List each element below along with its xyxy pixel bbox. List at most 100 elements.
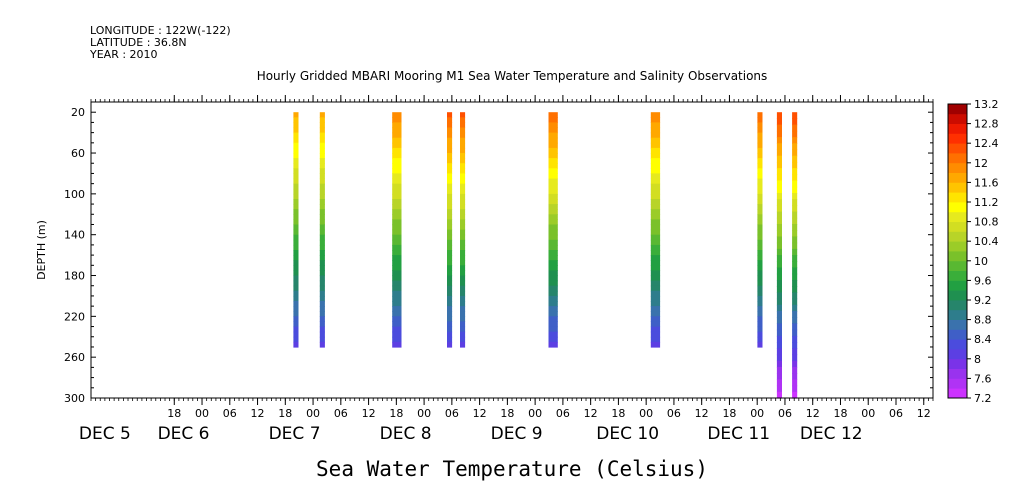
data-cell [447, 224, 453, 231]
data-cell [548, 295, 558, 302]
data-cell [650, 306, 661, 312]
data-cell [548, 311, 558, 317]
data-cell [460, 244, 466, 251]
data-cell [650, 137, 661, 144]
data-cell [757, 168, 763, 174]
data-cell [319, 193, 325, 200]
data-cell [447, 306, 453, 312]
x-tick-label: 00 [528, 407, 542, 420]
data-cell [757, 229, 763, 236]
data-cell [548, 234, 558, 241]
data-cell [792, 342, 798, 349]
x-tick-label: 00 [861, 407, 875, 420]
data-cell [792, 137, 798, 144]
data-cell [548, 214, 558, 220]
x-tick-label: 12 [473, 407, 487, 420]
data-cell [792, 149, 798, 157]
data-cell [650, 214, 661, 220]
data-cell [447, 178, 453, 185]
data-cell [392, 285, 402, 292]
colorbar-swatch [948, 172, 967, 183]
x-tick-label: 06 [667, 407, 681, 420]
data-cell [447, 321, 453, 328]
colorbar-swatch [948, 319, 967, 330]
data-cell [757, 250, 763, 256]
data-cell [319, 153, 325, 159]
data-cell [460, 158, 466, 164]
data-cell [392, 132, 402, 139]
data-cell [548, 255, 558, 261]
data-cell [548, 112, 558, 118]
data-cell [757, 285, 763, 292]
data-cell [460, 255, 466, 261]
x-day-label: DEC 6 [158, 424, 210, 444]
x-tick-label: 00 [195, 407, 209, 420]
data-cell [319, 204, 325, 210]
data-cell [650, 204, 661, 210]
data-cell [757, 331, 763, 338]
colorbar-tick-label: 8.4 [974, 333, 992, 346]
data-cell [650, 142, 661, 149]
data-cell [776, 292, 782, 300]
data-cell [293, 229, 299, 236]
data-cell [319, 229, 325, 236]
colorbar-swatch [948, 231, 967, 242]
data-cell [650, 341, 661, 348]
y-tick-label: 220 [64, 310, 85, 323]
y-tick-label: 140 [64, 229, 85, 242]
data-cell [392, 173, 402, 180]
data-cell [392, 112, 402, 118]
data-cell [293, 183, 299, 190]
data-cell [650, 316, 661, 322]
data-cell [293, 132, 299, 139]
y-tick-label: 100 [64, 188, 85, 201]
data-cell [548, 178, 558, 185]
data-cell [650, 244, 661, 251]
data-cell [293, 301, 299, 307]
colorbar-swatch [948, 143, 967, 154]
data-cell [792, 360, 798, 368]
data-cell [319, 321, 325, 328]
data-cell [319, 301, 325, 307]
data-cell [447, 275, 453, 282]
data-cell [776, 354, 782, 362]
data-cell [757, 311, 763, 317]
data-cell [792, 230, 798, 238]
x-tick-label: 00 [417, 407, 431, 420]
longitude-label: LONGITUDE : 122W(-122) [90, 24, 231, 37]
data-cell [548, 260, 558, 266]
data-cell [776, 118, 782, 126]
data-cell [548, 153, 558, 159]
data-cell [650, 229, 661, 236]
data-cell [548, 239, 558, 246]
data-cell [319, 117, 325, 123]
data-cell [460, 173, 466, 180]
data-cell [757, 255, 763, 261]
data-cell [460, 137, 466, 144]
data-cell [293, 193, 299, 200]
data-cell [460, 153, 466, 159]
data-cell [460, 163, 466, 169]
data-cell [548, 173, 558, 180]
data-cell [548, 326, 558, 333]
data-cell [460, 311, 466, 317]
data-cell [447, 270, 453, 277]
data-cell [548, 158, 558, 164]
data-cell [650, 183, 661, 190]
data-cell [757, 265, 763, 271]
y-tick-label: 60 [71, 147, 85, 160]
data-cell [792, 323, 798, 331]
data-cell [319, 326, 325, 333]
data-cell [776, 304, 782, 312]
y-axis-label: DEPTH (m) [35, 220, 48, 280]
data-cell [293, 311, 299, 317]
data-cell [776, 211, 782, 219]
data-cell [757, 183, 763, 190]
data-cell [776, 286, 782, 293]
data-cell [757, 153, 763, 159]
data-cell [776, 205, 782, 213]
data-cell [293, 239, 299, 246]
data-cell [447, 260, 453, 266]
data-cell [392, 290, 402, 297]
